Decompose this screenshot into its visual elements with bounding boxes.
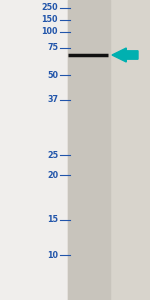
Text: 150: 150 (42, 16, 58, 25)
FancyArrow shape (112, 48, 138, 62)
Text: 100: 100 (42, 28, 58, 37)
Text: 20: 20 (47, 170, 58, 179)
Text: 25: 25 (47, 151, 58, 160)
Text: 50: 50 (47, 70, 58, 80)
Text: 37: 37 (47, 95, 58, 104)
Text: 10: 10 (47, 250, 58, 260)
Text: 75: 75 (47, 44, 58, 52)
Text: 15: 15 (47, 215, 58, 224)
Text: 250: 250 (41, 4, 58, 13)
